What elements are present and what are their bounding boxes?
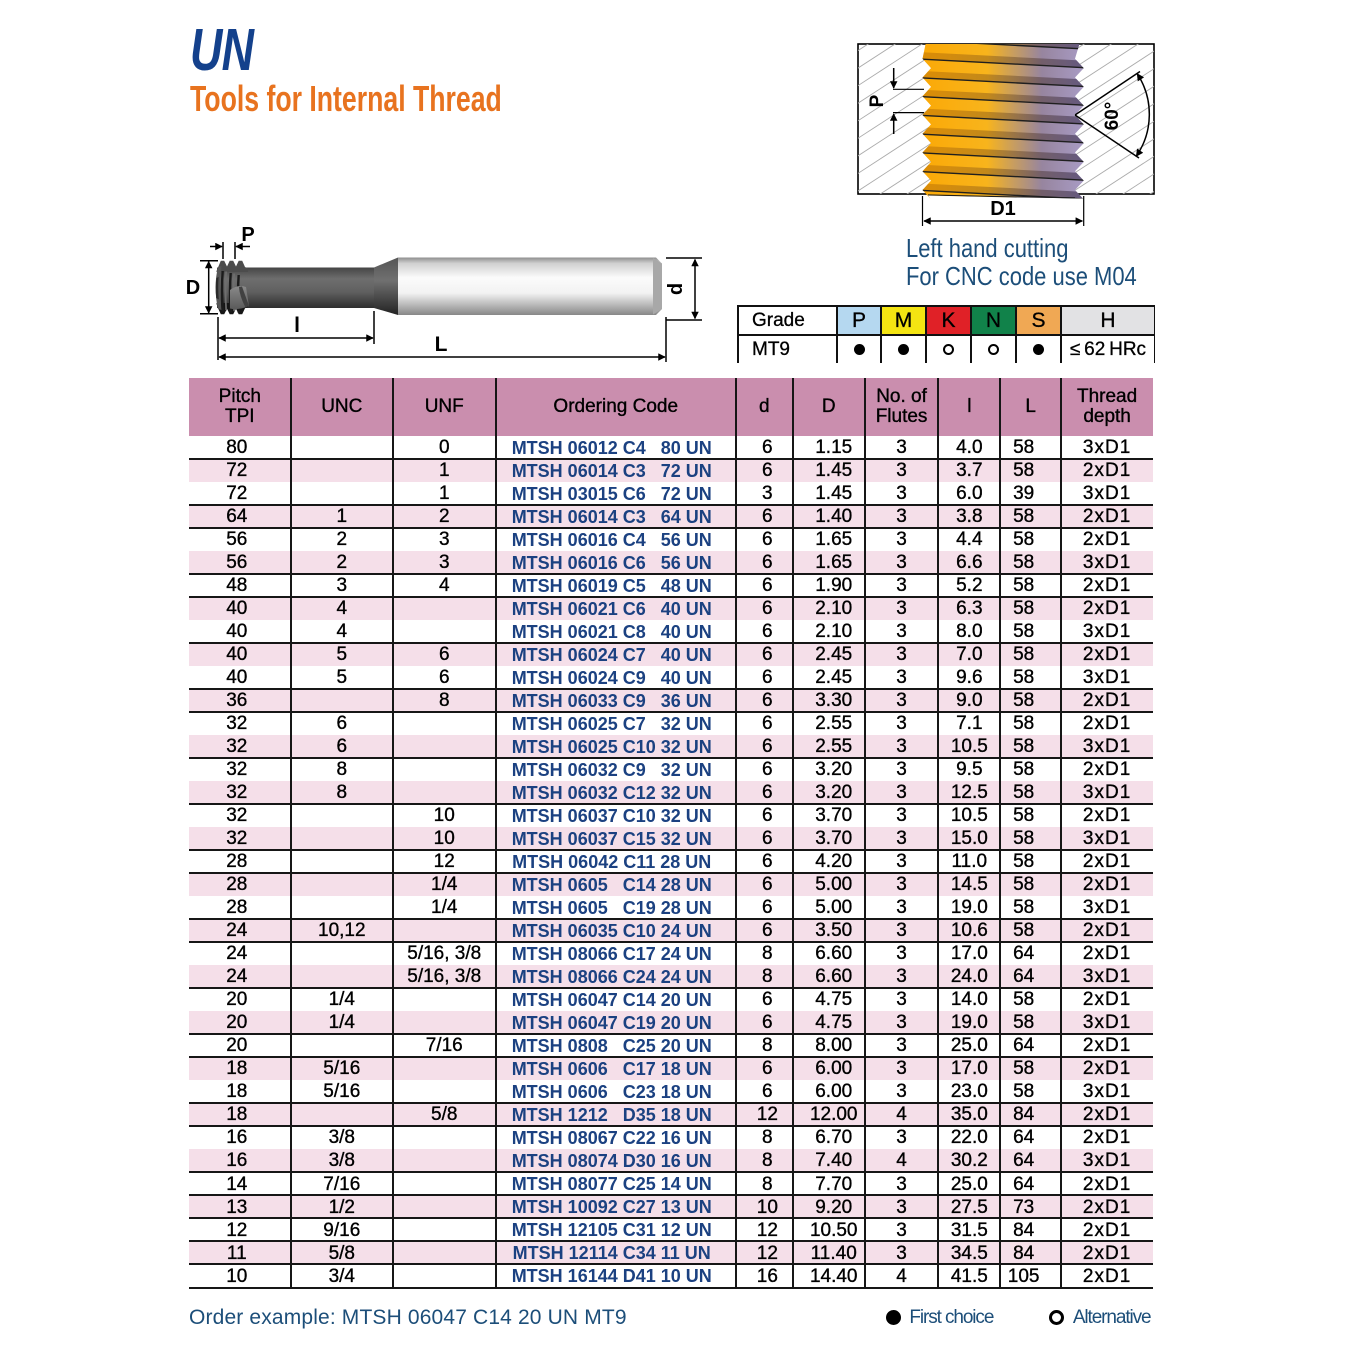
svg-text:D1: D1 [990, 198, 1016, 220]
svg-text:d: d [665, 283, 687, 295]
svg-text:l: l [294, 314, 300, 337]
svg-text:60°: 60° [1102, 102, 1123, 131]
svg-text:D: D [186, 277, 200, 299]
svg-text:L: L [435, 333, 448, 356]
svg-text:P: P [241, 225, 254, 246]
svg-text:P: P [867, 94, 888, 107]
